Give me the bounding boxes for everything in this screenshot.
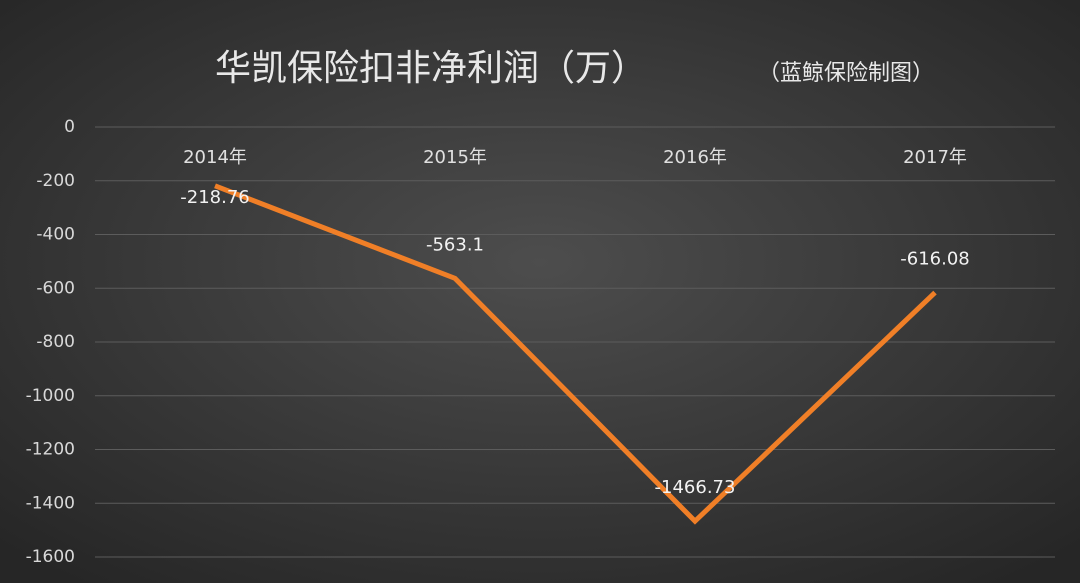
y-tick-label: -800 <box>36 332 75 352</box>
y-tick-label: -1000 <box>26 386 75 406</box>
y-tick-label: -1400 <box>26 493 75 513</box>
y-tick-label: 0 <box>64 117 75 137</box>
y-tick-label: -1200 <box>26 440 75 460</box>
chart-subtitle: （蓝鲸保险制图） <box>758 61 934 86</box>
x-tick-label: 2014年 <box>183 147 247 168</box>
x-tick-label: 2017年 <box>903 147 967 168</box>
data-label: -563.1 <box>426 234 484 255</box>
x-tick-label: 2015年 <box>423 147 487 168</box>
data-label: -616.08 <box>900 249 969 270</box>
x-tick-label: 2016年 <box>663 147 727 168</box>
chart-title: 华凯保险扣非净利润（万） <box>215 48 647 89</box>
data-label: -1466.73 <box>655 477 736 498</box>
line <box>214 183 937 525</box>
y-tick-label: -1600 <box>26 547 75 567</box>
y-tick-label: -600 <box>36 278 75 298</box>
data-label: -218.76 <box>180 187 249 208</box>
y-tick-label: -400 <box>36 225 75 245</box>
y-tick-label: -200 <box>36 171 75 191</box>
